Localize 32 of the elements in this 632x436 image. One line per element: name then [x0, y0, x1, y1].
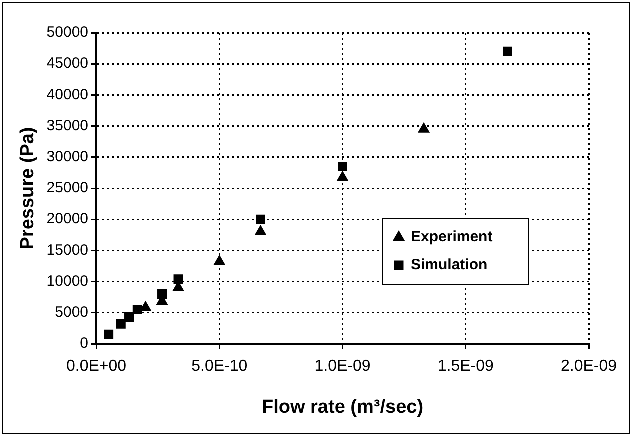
y-tick-label: 35000: [46, 117, 89, 134]
y-tick-label: 45000: [46, 55, 89, 72]
x-tick-label: 1.0E-09: [314, 358, 371, 376]
point: [124, 312, 134, 322]
point: [132, 305, 142, 315]
y-axis-title: Pressure (Pa): [18, 127, 39, 250]
y-tick-label: 50000: [46, 24, 89, 42]
y-tick-label: 10000: [46, 272, 89, 290]
y-tick-label: 40000: [46, 86, 89, 104]
legend-label: Simulation: [411, 256, 488, 274]
point: [256, 214, 266, 224]
y-tick-label: 0: [80, 335, 89, 352]
y-tick-label: 15000: [46, 242, 89, 259]
legend-label: Experiment: [411, 228, 493, 246]
y-tick-label: 25000: [46, 180, 89, 197]
x-axis-title: Flow rate (m³/sec): [262, 396, 424, 418]
y-tick-label: 30000: [46, 148, 89, 166]
point: [214, 255, 226, 266]
point: [337, 171, 348, 182]
x-tick-label: 2.0E-09: [560, 358, 618, 376]
point: [502, 46, 512, 56]
x-tick-label: 0.0E+00: [66, 358, 127, 376]
x-tick-label: 1.5E-09: [438, 358, 494, 376]
point: [338, 162, 348, 172]
point: [174, 274, 184, 284]
x-tick-label: 5.0E-10: [192, 358, 248, 376]
point: [104, 330, 114, 340]
point: [255, 226, 266, 236]
point: [418, 122, 430, 133]
y-tick-label: 20000: [46, 210, 89, 228]
point: [116, 319, 126, 329]
y-tick-label: 5000: [55, 304, 89, 322]
